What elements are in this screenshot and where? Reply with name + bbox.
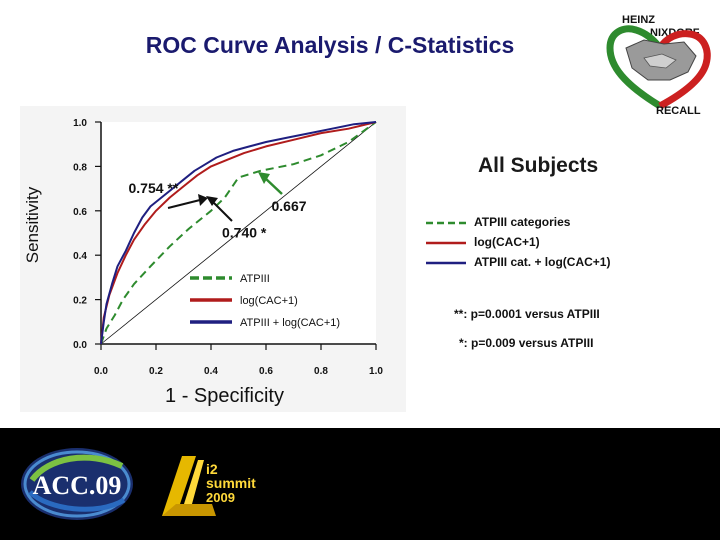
x-axis-label: 1 - Specificity — [165, 385, 284, 407]
inner-legend-label-1: ATPIII — [240, 273, 270, 285]
right-legend-row: log(CAC+1) — [424, 234, 714, 254]
right-legend-swatch — [426, 261, 466, 265]
roc-series-3 — [100, 121, 377, 345]
right-legend-label: ATPIII categories — [474, 215, 571, 229]
year-logo-text: 2009 — [206, 490, 235, 505]
acc09-logo-text: ACC.09 — [33, 471, 122, 500]
x-tick-label: 0.0 — [94, 366, 108, 377]
reference-diagonal — [100, 121, 377, 345]
note-p-009: *: p=0.009 versus ATPIII — [459, 336, 594, 350]
summit-logo-text: summit — [206, 475, 256, 491]
annotation-arrow-740 — [213, 202, 233, 222]
auc-annotation-3: 0.740 * — [222, 224, 267, 240]
y-tick-label: 0.6 — [73, 207, 87, 218]
right-legend-label: log(CAC+1) — [474, 235, 540, 249]
annotation-arrowhead-740 — [206, 196, 218, 206]
y-tick-label: 0.2 — [73, 296, 87, 307]
x-tick-label: 0.2 — [149, 366, 163, 377]
x-tick-label: 0.4 — [204, 366, 218, 377]
annotation-arrow-754 — [167, 199, 201, 209]
right-legend-row: ATPIII cat. + log(CAC+1) — [424, 254, 714, 274]
annotation-arrowhead-667 — [258, 172, 270, 184]
roc-chart-panel: 0.0 0.2 0.4 0.6 0.8 1.0 0.0 0.2 0.4 0.6 0.8 1.0 1 - … — [20, 106, 406, 412]
slide-title: ROC Curve Analysis / C-Statistics — [145, 32, 515, 58]
roc-chart: 0.0 0.2 0.4 0.6 0.8 1.0 0.0 0.2 0.4 0.6 0.8 1.0 1 - … — [23, 118, 383, 407]
right-legend-row: ATPIII categories — [424, 214, 714, 234]
annotation-arrowhead-754 — [198, 194, 208, 206]
inner-legend-label-3: ATPIII + log(CAC+1) — [240, 317, 340, 329]
subset-title: All Subjects — [478, 154, 599, 177]
roc-series-1 — [100, 121, 377, 345]
heinz-nixdorf-recall-logo: HEINZ NIXDORF RECALL — [606, 14, 711, 117]
inner-legend-label-2: log(CAC+1) — [240, 295, 298, 307]
right-legend-label: ATPIII cat. + log(CAC+1) — [474, 255, 611, 269]
auc-annotation-1: 0.754 ** — [129, 180, 179, 196]
x-tick-label: 0.8 — [314, 366, 328, 377]
logo-word-1: HEINZ — [622, 14, 655, 26]
i2-summit-logo: i2 summit 2009 — [162, 456, 256, 516]
x-tick-label: 0.6 — [259, 366, 273, 377]
acc09-logo: ACC.09 — [21, 448, 133, 520]
logo-word-3: RECALL — [656, 105, 701, 117]
y-tick-label: 0.8 — [73, 162, 87, 173]
y-tick-label: 1.0 — [73, 118, 87, 129]
x-tick-label: 1.0 — [369, 366, 383, 377]
i2-logo-text: i2 — [206, 461, 218, 477]
right-legend-swatch — [426, 221, 466, 225]
annotation-arrow-667 — [264, 177, 283, 195]
right-legend-swatch — [426, 241, 466, 245]
note-p-0001: **: p=0.0001 versus ATPIII — [454, 307, 600, 321]
roc-series-2 — [100, 121, 377, 345]
y-axis-label: Sensitivity — [23, 186, 42, 263]
y-tick-label: 0.0 — [73, 340, 87, 351]
right-legend: ATPIII categories log(CAC+1) ATPIII cat. +… — [424, 214, 714, 274]
auc-annotation-2: 0.667 — [272, 198, 307, 214]
y-tick-label: 0.4 — [73, 251, 87, 262]
